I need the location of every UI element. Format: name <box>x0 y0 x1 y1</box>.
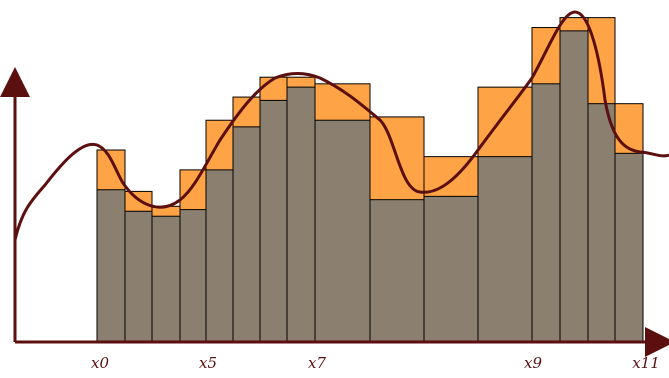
lower-sum-bar-15 <box>614 152 644 343</box>
lower-sum-bar-0 <box>96 189 126 343</box>
lower-sum-bar-10 <box>423 195 479 343</box>
tick-label-x11: x11 <box>632 354 660 372</box>
lower-sum-bar-4 <box>205 169 234 343</box>
lower-sum-bar-11 <box>477 156 533 343</box>
tick-label-x7: x7 <box>308 354 326 372</box>
lower-sum-bar-9 <box>369 199 425 343</box>
function-curve <box>13 10 669 241</box>
lower-sum-bar-14 <box>587 103 616 343</box>
tick-label-x9: x9 <box>524 354 542 372</box>
lower-sum-bar-13 <box>559 30 589 343</box>
lower-sum-bar-12 <box>531 83 561 343</box>
tick-label-x5: x5 <box>199 354 217 372</box>
tick-label-x0: x0 <box>91 354 109 372</box>
lower-sum-bar-2 <box>151 215 181 343</box>
lower-sum-bar-6 <box>259 99 288 343</box>
lower-sum-bar-8 <box>314 119 371 343</box>
lower-sum-bar-1 <box>124 210 153 343</box>
lower-sum-bar-7 <box>286 86 316 343</box>
bars <box>96 17 644 343</box>
lower-sum-bar-3 <box>179 209 207 343</box>
lower-sum-bar-5 <box>232 126 261 343</box>
